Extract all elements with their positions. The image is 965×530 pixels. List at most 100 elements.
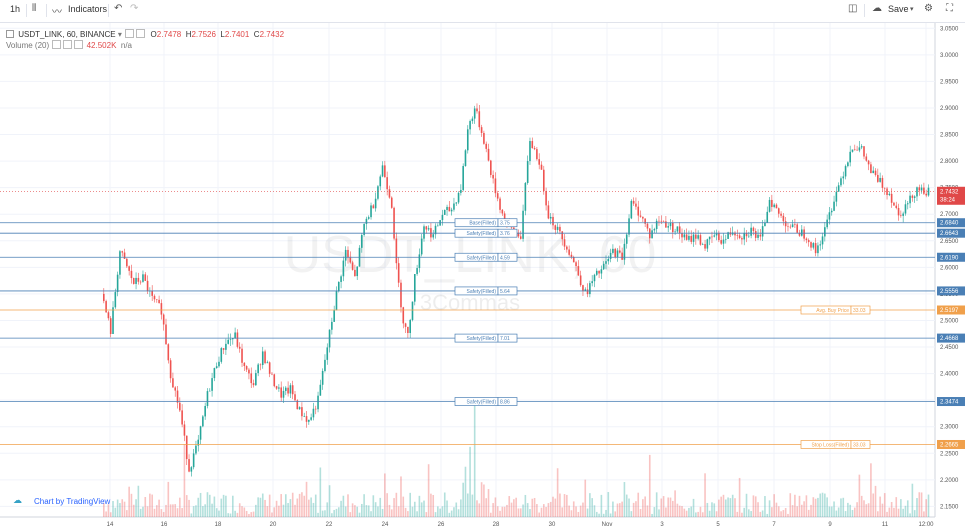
- candle-body: [215, 366, 218, 369]
- series-settings-icon[interactable]: [136, 29, 146, 38]
- volume-bar: [616, 503, 619, 517]
- volume-bar: [266, 506, 269, 517]
- order-qty-box[interactable]: [497, 228, 518, 238]
- volume-bar: [695, 512, 697, 517]
- cloud-icon[interactable]: ☁: [872, 3, 882, 14]
- price-level-tag-label: 2.5556: [940, 289, 959, 295]
- candle-body: [404, 323, 407, 327]
- volume-bar: [471, 494, 474, 517]
- volume-bar: [197, 497, 200, 517]
- volume-bar: [121, 499, 124, 517]
- volume-bar: [593, 505, 596, 517]
- undo-icon[interactable]: ↶: [114, 3, 123, 14]
- price-axis-area[interactable]: [935, 23, 965, 517]
- candle-body: [202, 416, 204, 427]
- candle-body: [485, 143, 488, 149]
- volume-bar: [331, 513, 333, 517]
- volume-bar: [413, 501, 416, 517]
- indicators-icon[interactable]: 〰: [52, 7, 62, 18]
- interval-button[interactable]: 1h: [10, 4, 21, 14]
- volume-bar: [609, 513, 612, 517]
- order-qty-box[interactable]: [497, 397, 518, 406]
- volume-bar: [248, 513, 250, 517]
- order-qty-box[interactable]: [497, 286, 518, 296]
- chevron-down-icon[interactable]: ▾: [910, 6, 914, 13]
- volume-bar: [810, 504, 812, 517]
- volume-bar: [563, 494, 566, 517]
- volume-bar: [775, 502, 778, 517]
- candle-body: [328, 329, 331, 348]
- candle-body: [655, 220, 658, 230]
- tradingview-brand-link[interactable]: Chart by TradingView: [34, 497, 111, 506]
- candle-body: [321, 370, 324, 385]
- candle-body: [734, 232, 736, 236]
- volume-settings-icon[interactable]: [63, 40, 73, 49]
- settings-gear-icon[interactable]: ⚙: [924, 3, 933, 14]
- price-level-tag: [937, 305, 965, 315]
- candle-body: [386, 177, 388, 190]
- volume-bar: [902, 508, 904, 517]
- candle-body: [218, 361, 220, 367]
- candle-body: [923, 187, 925, 194]
- candle-body: [814, 243, 817, 254]
- candle-body: [715, 232, 718, 236]
- candles-style-icon[interactable]: ⫴: [32, 3, 37, 14]
- symbol-toggle-box[interactable]: [6, 30, 14, 38]
- order-qty-box[interactable]: [497, 218, 518, 228]
- candle-body: [114, 292, 117, 308]
- redo-icon[interactable]: ↷: [130, 3, 139, 14]
- candle-body: [324, 359, 326, 371]
- volume-bar: [499, 510, 501, 517]
- volume-bar: [503, 506, 506, 517]
- candle-body: [911, 195, 914, 198]
- volume-bar: [280, 494, 282, 517]
- candle-body: [243, 362, 246, 367]
- candle-body: [310, 417, 312, 420]
- save-button[interactable]: Save: [888, 4, 909, 14]
- candle-body: [146, 280, 149, 291]
- candle-body: [142, 274, 144, 282]
- candle-body: [906, 203, 909, 205]
- indicators-button[interactable]: Indicators: [68, 4, 108, 14]
- candle-body: [593, 274, 596, 282]
- order-qty-box[interactable]: [850, 440, 871, 449]
- volume-bar: [469, 446, 471, 517]
- candle-body: [595, 270, 598, 275]
- volume-bar: [146, 506, 149, 517]
- candle-body: [337, 281, 340, 292]
- hide-series-icon[interactable]: [125, 29, 135, 38]
- candle-body: [881, 177, 884, 188]
- volume-close-icon[interactable]: [74, 40, 84, 49]
- price-tick-label: 2.5000: [940, 318, 959, 324]
- order-qty-box[interactable]: [497, 252, 518, 262]
- snapshot-icon[interactable]: ◫: [848, 3, 858, 14]
- candle-body: [367, 217, 370, 219]
- candle-body: [669, 222, 672, 227]
- candle-body: [844, 166, 847, 177]
- order-qty-box[interactable]: [850, 305, 871, 315]
- candle-body: [607, 258, 610, 262]
- order-qty-box[interactable]: [497, 333, 518, 343]
- volume-hide-icon[interactable]: [52, 40, 62, 49]
- candle-body: [600, 269, 603, 274]
- volume-bar: [303, 495, 306, 517]
- volume-bar: [496, 506, 499, 517]
- time-tick-label: 5: [716, 522, 720, 528]
- candle-body: [713, 235, 716, 237]
- volume-bar: [860, 495, 863, 517]
- fullscreen-icon[interactable]: ⛶: [946, 3, 953, 14]
- last-price-tag: [937, 186, 965, 205]
- candle-body: [305, 416, 308, 422]
- symbol-more-icon[interactable]: ▾: [117, 30, 125, 39]
- candle-body: [598, 270, 600, 274]
- volume-bar: [877, 511, 879, 517]
- candle-body: [464, 150, 467, 167]
- order-qty: 3.76: [500, 231, 510, 237]
- candle-body: [591, 281, 593, 284]
- volume-bar: [114, 507, 117, 517]
- candle-body: [197, 439, 200, 446]
- volume-bar: [621, 501, 623, 517]
- volume-bar: [374, 502, 377, 517]
- tradingview-logo-icon[interactable]: ☁: [13, 495, 22, 505]
